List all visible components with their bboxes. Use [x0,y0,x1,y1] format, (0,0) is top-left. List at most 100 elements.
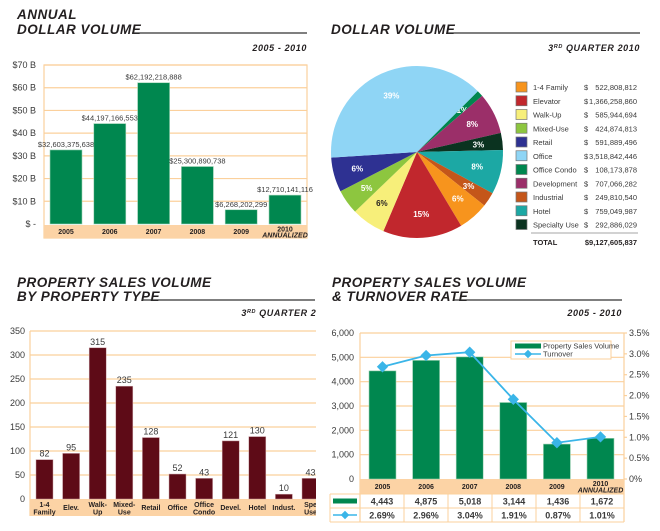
legend-label: Mixed-Use [533,124,569,133]
y-tick-label: 300 [10,350,25,360]
pie-slice [417,152,493,206]
table-turnover-cell: 0.87% [545,511,571,521]
legend-label: Property Sales Volume [543,342,619,351]
subtitle-superscript: RD [554,44,563,50]
legend-value: 759,049,987 [595,207,637,216]
legend-currency: $ [584,97,589,106]
data-label: $6,268,202,299 [215,200,267,209]
legend-swatch-bar [515,343,541,349]
turnover-line [382,351,601,444]
x-tick-label: Elev. [63,505,79,512]
y-right-tick-label: 0.5% [629,453,650,463]
legend-swatch [515,95,528,107]
slice-label: 8% [466,120,478,129]
category-band [30,499,316,516]
chart-title-line2: & TURNOVER RATE [332,289,469,304]
total-label: TOTAL [533,238,558,247]
data-label: 235 [117,375,132,385]
slice-label: 6% [352,165,364,174]
chart-title-line2: BY PROPERTY TYPE [17,289,161,304]
pie-slice [383,152,462,238]
chart-subtitle: 2005 - 2010 [566,308,622,318]
bar [268,194,302,225]
chart-subtitle: 3RD QUARTER 20 [241,308,322,318]
bar [586,438,615,480]
legend-value: 249,810,540 [595,193,637,202]
legend-value: 108,173,878 [595,166,637,175]
legend-swatch [515,150,528,162]
turnover-marker [594,431,607,443]
bar [455,356,484,480]
bar [168,473,187,500]
y-tick-label: $30 B [12,151,36,161]
y-tick-label: $10 B [12,196,36,206]
table-volume-cell: 3,144 [503,497,526,507]
turnover-marker [551,437,563,449]
y-right-tick-label: 3.0% [629,349,650,359]
x-tick-label: Condo [193,510,215,517]
category-band [360,479,624,494]
legend-currency: $ [584,207,589,216]
bar [88,347,107,500]
x-tick-label: Office [168,505,188,512]
x-tick-label: Spe [304,502,317,509]
y-tick-label: $ - [25,219,36,229]
x-tick-label: 2009 [233,229,249,236]
legend-swatch [515,136,528,148]
bar [543,443,571,480]
x-tick-label: Use [118,510,131,517]
bar [49,149,83,225]
bar [224,209,258,225]
y-tick-label: 200 [10,398,25,408]
y-tick-label: 250 [10,374,25,384]
legend-currency: $ [584,179,589,188]
data-label: 95 [66,442,76,452]
legend-swatch [515,81,528,93]
bar [368,370,397,480]
slice-label: 6% [452,195,464,204]
legend-label: Turnover [543,350,573,359]
table-volume-cell: 4,875 [415,497,438,507]
table-turnover-cell: 2.69% [369,511,395,521]
slice-label: 3% [463,182,475,191]
x-tick-label: 2008 [190,229,206,236]
legend-value: 1,366,258,860 [589,97,637,106]
subtitle-rest: QUARTER 20 [259,308,322,318]
data-label: $44,197,166,553 [82,114,138,123]
y-right-tick-label: 2.0% [629,391,650,401]
data-label: 52 [172,463,182,473]
total-value: $9,127,605,837 [585,238,637,247]
legend-swatch [515,164,528,175]
data-label: 82 [39,449,49,459]
slice-label: 6% [376,199,388,208]
bar [35,459,54,500]
x-tick-label: 2010 [593,481,609,488]
x-tick-label: 2007 [462,484,478,491]
y-right-tick-label: 0% [629,474,642,484]
data-label: 10 [279,483,289,493]
x-tick-label: Hotel [249,505,267,512]
y-tick-label: 100 [10,446,25,456]
legend-value: 591,889,496 [595,138,637,147]
legend-currency: $ [584,152,589,161]
y-right-tick-label: 1.5% [629,411,650,421]
subtitle-number: 3 [241,308,247,318]
legend-label: Office [533,152,552,161]
y-tick-label: $70 B [12,60,36,70]
x-tick-label: 1-4 [39,502,49,509]
crop-edge [316,300,336,531]
x-tick-note: ANNUALIZED [261,233,308,240]
y-tick-label: 0 [20,494,25,504]
turnover-marker [507,393,519,405]
x-tick-label: Devel. [220,505,241,512]
y-left-tick-label: 5,000 [331,352,354,362]
y-left-tick-label: 0 [349,474,354,484]
bar [412,360,440,480]
x-tick-label: Retail [141,505,160,512]
legend-value: 3,518,842,446 [589,152,637,161]
data-label: 121 [223,430,238,440]
chart-title-line2: DOLLAR VOLUME [17,22,142,37]
slice-label: 39% [383,92,399,101]
pie-slice [417,152,485,226]
